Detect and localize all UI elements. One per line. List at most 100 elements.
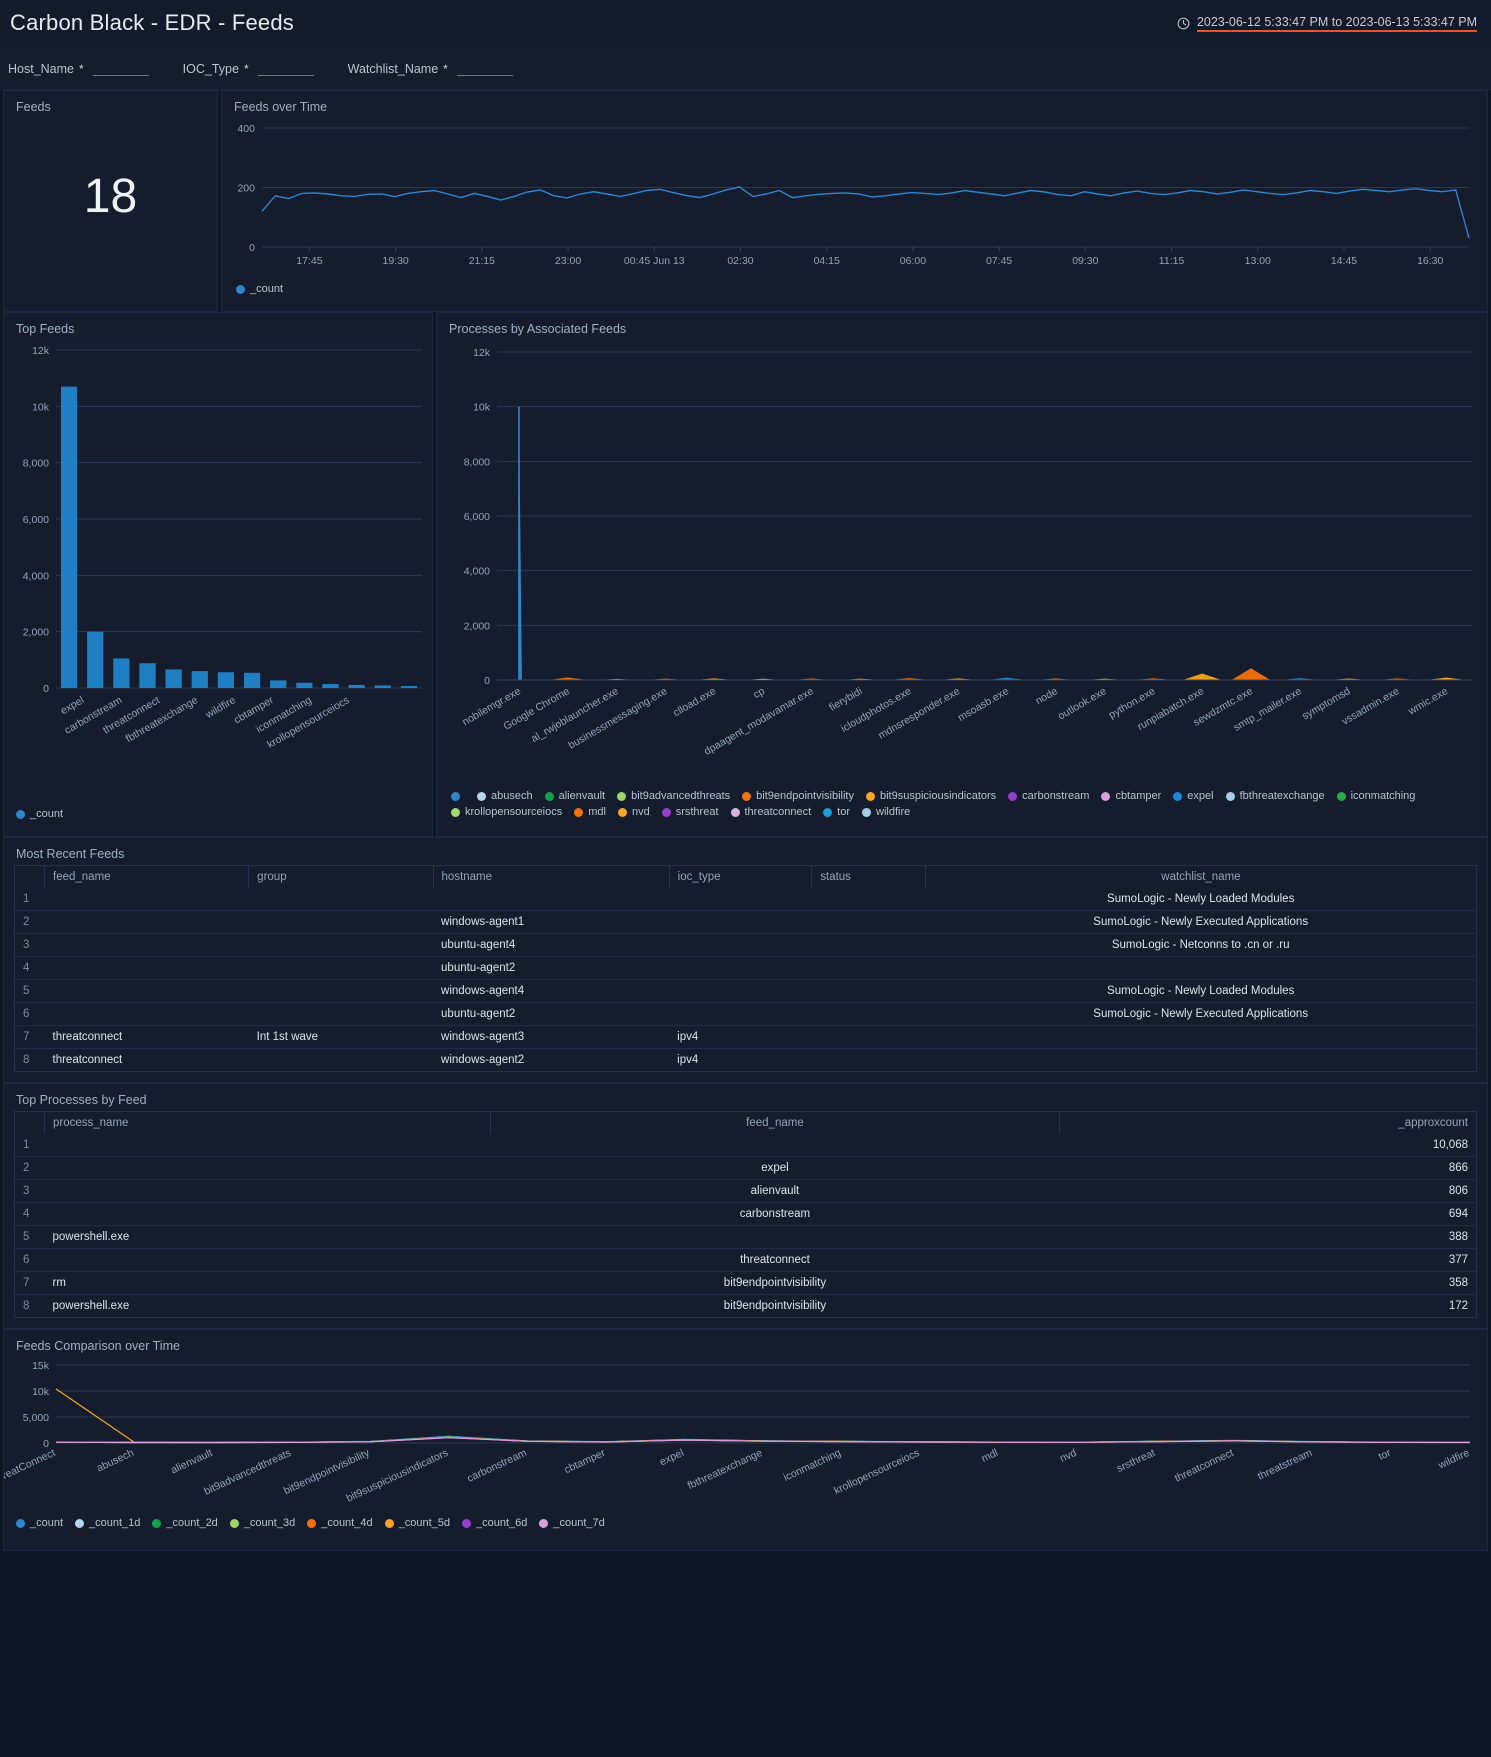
feeds-over-time-chart[interactable]: 0 200 400 17:45 19:30 21:15 23:00 00:45 Jun 13 0… — [222, 116, 1487, 281]
cell-approxcount: 172 — [1448, 1300, 1468, 1312]
table-row[interactable]: 8 threatconnect windows-agent2 ipv4 — [15, 1049, 1477, 1072]
cell-status — [811, 910, 926, 934]
table-row[interactable]: 5 powershell.exe 388 — [14, 1225, 1477, 1249]
panel-most-recent-feeds[interactable]: Most Recent Feeds feed_name group hostname… — [3, 837, 1488, 1083]
svg-text:23:00: 23:00 — [555, 255, 581, 267]
top-processes-table[interactable]: process_name feed_name _approxcount 1 10,06… — [14, 1111, 1477, 1318]
table-row[interactable]: 7 threatconnect Int 1st wave windows-agent3… — [14, 1025, 1477, 1049]
table-row[interactable]: 8 powershell.exe bit9endpointvisibility 172 — [15, 1295, 1477, 1318]
column-header[interactable]: feed_name — [44, 865, 250, 888]
legend-item[interactable] — [451, 790, 465, 802]
legend-item[interactable]: iconmatching — [1336, 790, 1415, 802]
cell-approxcount: 866 — [1059, 1156, 1477, 1180]
legend-item[interactable]: alienvault — [544, 790, 605, 802]
table-row[interactable]: 3 alienvault 806 — [14, 1179, 1477, 1203]
column-header[interactable]: watchlist_name — [1161, 871, 1241, 883]
legend-item[interactable]: srsthreat — [661, 806, 719, 818]
legend-item[interactable]: fbthreatexchange — [1225, 790, 1325, 802]
cell-hostname: windows-agent2 — [441, 1054, 525, 1066]
svg-text:12k: 12k — [32, 345, 50, 357]
legend-item[interactable]: wildfire — [862, 806, 910, 818]
table-row[interactable]: 4 carbonstream 694 — [14, 1202, 1477, 1226]
panel-feeds[interactable]: Feeds 18 — [3, 90, 218, 312]
panel-processes-by-feeds[interactable]: Processes by Associated Feeds 0 2,000 4,00… — [436, 312, 1488, 837]
table-row[interactable]: 6 threatconnect 377 — [14, 1248, 1477, 1272]
column-header[interactable]: hostname — [433, 865, 670, 888]
filter-host-name[interactable]: Host_Name * — [8, 59, 149, 76]
column-header[interactable]: process_name — [44, 1111, 491, 1134]
legend-item[interactable]: _count_7d — [539, 1517, 605, 1529]
column-header[interactable]: ioc_type — [669, 865, 813, 888]
legend-item[interactable]: nvd — [617, 806, 650, 818]
legend-label: wildfire — [876, 806, 911, 818]
column-header[interactable]: status — [811, 865, 926, 888]
ioc-type-input[interactable] — [257, 59, 314, 76]
legend-item[interactable]: tor — [823, 806, 850, 818]
panel-feeds-over-time[interactable]: Feeds over Time 0 200 400 17:45 19:30 21:15 23… — [221, 90, 1488, 312]
column-header[interactable]: _approxcount — [1398, 1117, 1468, 1129]
legend-item[interactable]: _count_2d — [152, 1517, 218, 1529]
panel-top-processes[interactable]: Top Processes by Feed process_name feed_n… — [3, 1083, 1488, 1329]
legend-swatch — [1101, 791, 1111, 801]
svg-text:10k: 10k — [32, 1386, 50, 1398]
legend-item[interactable]: expel — [1173, 790, 1214, 802]
table-row[interactable]: 4 ubuntu-agent2 — [14, 956, 1477, 980]
column-header[interactable]: feed_name — [490, 1111, 1060, 1134]
top-feeds-chart[interactable]: 02,0004,0006,0008,00010k12kexpelcarbonst… — [4, 338, 432, 808]
chart-legend: _count — [222, 281, 1487, 305]
column-header[interactable] — [14, 865, 45, 888]
cell-feed-name — [490, 1134, 1060, 1157]
column-header[interactable] — [14, 1111, 45, 1134]
cell-ioc-type — [669, 910, 812, 934]
legend-item[interactable]: _count_1d — [75, 1517, 140, 1529]
table-row[interactable]: 6 ubuntu-agent2 SumoLogic - Newly Executed… — [14, 1002, 1477, 1026]
legend-item[interactable]: cbtamper — [1101, 790, 1161, 802]
host-name-input[interactable] — [92, 59, 149, 76]
legend-item[interactable]: _count_3d — [229, 1517, 295, 1529]
legend-item[interactable]: carbonstream — [1008, 790, 1089, 802]
legend-item[interactable]: mdl — [574, 806, 606, 818]
panel-top-feeds[interactable]: Top Feeds 0 2,000 4,000 6,000 8,000 10k 12k exp… — [3, 312, 433, 837]
legend-item[interactable]: _count_6d — [461, 1517, 527, 1529]
svg-text:17:45: 17:45 — [296, 255, 322, 267]
cell-ioc-type: ipv4 — [669, 1025, 812, 1049]
processes-by-feeds-chart[interactable]: 02,0004,0006,0008,00010k12knobilemgr.exe… — [437, 338, 1485, 788]
svg-text:16:30: 16:30 — [1417, 255, 1443, 267]
column-header[interactable]: group — [248, 865, 434, 888]
legend-item[interactable]: _count_5d — [384, 1517, 450, 1529]
table-row[interactable]: 5 windows-agent4 SumoLogic - Newly Loaded … — [14, 979, 1477, 1003]
table-row[interactable]: 3 ubuntu-agent4 SumoLogic - Netconns to .c… — [14, 933, 1477, 957]
legend-item[interactable]: _count — [16, 1517, 63, 1529]
legend-item[interactable]: threatconnect — [730, 806, 811, 818]
legend-item[interactable]: _count_4d — [307, 1517, 373, 1529]
table-row[interactable]: 2 expel 866 — [14, 1156, 1477, 1180]
legend-item[interactable]: bit9endpointvisibility — [742, 790, 854, 802]
filter-watchlist-name[interactable]: Watchlist_Name * — [348, 59, 513, 76]
cell-feed-name — [44, 979, 249, 1003]
legend-label: expel — [1187, 790, 1214, 802]
table-row[interactable]: 1 10,068 — [14, 1134, 1477, 1157]
table-row[interactable]: 2 windows-agent1 SumoLogic - Newly Execute… — [14, 910, 1477, 934]
time-range-picker[interactable]: 2023-06-12 5:33:47 PM to 2023-06-13 5:33… — [1177, 15, 1477, 32]
dashboard-row-1: Feeds 18 Feeds over Time 0 200 400 17:45 19:… — [0, 90, 1491, 312]
legend-item[interactable]: bit9advancedthreats — [617, 790, 730, 802]
legend-swatch — [866, 791, 875, 801]
table-row[interactable]: 7 rm bit9endpointvisibility 358 — [14, 1271, 1477, 1295]
legend-item[interactable]: krollopensourceiocs — [451, 806, 562, 818]
legend-label: srsthreat — [675, 806, 719, 818]
row-index: 3 — [14, 933, 45, 957]
most-recent-feeds-table[interactable]: feed_name group hostname ioc_type status watc… — [14, 865, 1477, 1072]
table-row[interactable]: 1 SumoLogic - Newly Loaded Modules — [14, 888, 1477, 911]
cell-feed-name — [44, 888, 249, 911]
svg-text:cbtamper: cbtamper — [562, 1447, 607, 1477]
legend-item[interactable]: bit9suspiciousindicators — [866, 790, 996, 802]
feeds-comparison-chart[interactable]: 0 5,000 10k 15k ThreatConnect abusech alienvau… — [4, 1355, 1484, 1515]
filter-ioc-type[interactable]: IOC_Type * — [183, 59, 314, 76]
cell-feed-name — [44, 956, 249, 980]
watchlist-name-input[interactable] — [456, 59, 513, 76]
panel-feeds-comparison[interactable]: Feeds Comparison over Time 0 5,000 10k 15k T… — [3, 1329, 1488, 1551]
panel-title: Top Feeds — [16, 322, 75, 336]
cell-process-name — [44, 1156, 491, 1180]
cell-process-name: powershell.exe — [44, 1225, 491, 1249]
legend-item[interactable]: abusech — [477, 790, 533, 802]
